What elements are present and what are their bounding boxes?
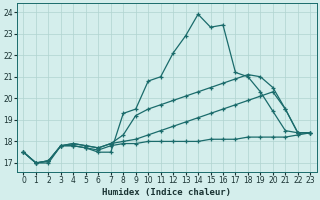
X-axis label: Humidex (Indice chaleur): Humidex (Indice chaleur) bbox=[102, 188, 231, 197]
